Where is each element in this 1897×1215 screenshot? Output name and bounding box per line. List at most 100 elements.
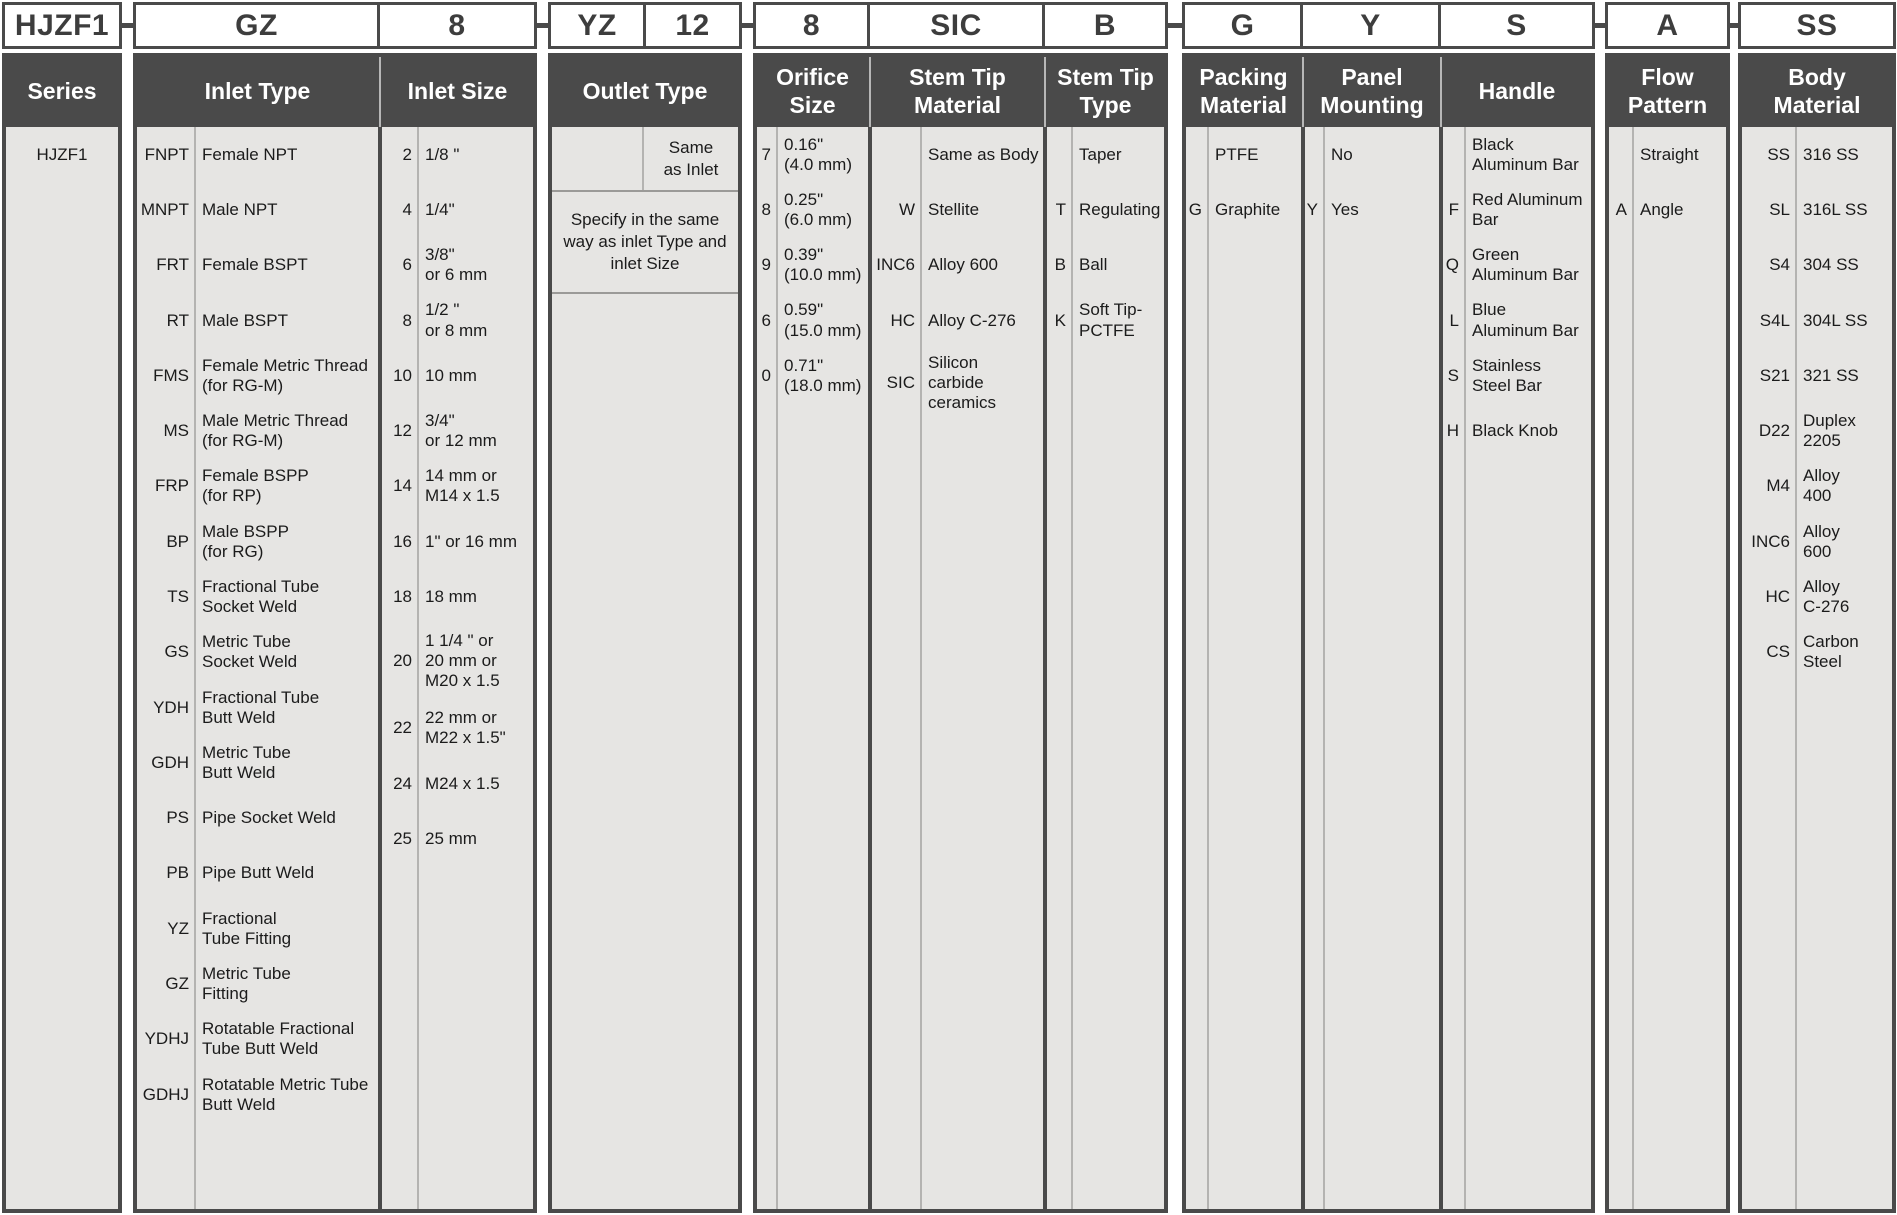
table-row: 20 1 1/4 " or 20 mm or M20 x 1.5: [382, 625, 533, 698]
option-code: H: [1446, 421, 1459, 441]
option-description: Taper: [1079, 144, 1122, 164]
column-divider: [378, 57, 382, 1209]
flow-pattern-table: Flow Pattern Straight A Angle: [1605, 53, 1730, 1213]
table-row: GDH Metric Tube Butt Weld: [137, 735, 378, 790]
header-panel-mounting: Panel Mounting: [1305, 57, 1439, 127]
option-code: GDHJ: [142, 1084, 189, 1104]
table-row: L Blue Aluminum Bar: [1443, 293, 1591, 348]
header-divider: [379, 57, 381, 127]
option-code: YDH: [153, 697, 189, 717]
series-code: HJZF1: [14, 8, 110, 42]
option-code: T: [1055, 199, 1066, 219]
panel-body-material: SS Body Material SS 316 SS SL 316L SS S4 304 …: [1738, 2, 1896, 1213]
option-code: HC: [1765, 587, 1790, 606]
table-row: 2 1/8 ": [382, 127, 533, 182]
panel-flow-pattern: A Flow Pattern Straight A Angle: [1605, 2, 1730, 1213]
option-description: Yes: [1331, 199, 1359, 219]
stem-tip-material-code: SIC: [930, 8, 982, 42]
code-boxes: GZ 8: [133, 2, 537, 49]
option-description: 304L SS: [1803, 310, 1868, 330]
table-row: M4 Alloy 400: [1742, 459, 1892, 514]
option-code: 22: [393, 717, 412, 737]
option-description: PTFE: [1215, 144, 1259, 164]
option-description: Rotatable Fractional Tube Butt Weld: [202, 1019, 355, 1059]
code-box-orifice-size: 8: [753, 2, 870, 49]
option-description: Alloy 600: [1803, 521, 1840, 561]
option-code: GZ: [165, 974, 189, 994]
code-divider: [1207, 127, 1209, 1209]
table-row: YDHJ Rotatable Fractional Tube Butt Weld: [137, 1012, 378, 1067]
table-row: S21 321 SS: [1742, 348, 1892, 403]
table-row: TS Fractional Tube Socket Weld: [137, 569, 378, 624]
table-row: SIC Silicon carbide ceramics: [872, 348, 1043, 418]
inlet-size-code: 8: [448, 8, 466, 42]
option-code: 12: [393, 421, 412, 441]
code-box-body-material: SS: [1738, 2, 1896, 49]
panel-inlet: GZ 8 Inlet Type FNPT Female NPT MNPT Male N…: [133, 2, 537, 1213]
table-row: 18 18 mm: [382, 569, 533, 624]
option-description: 1" or 16 mm: [425, 531, 518, 551]
option-code: S: [1447, 365, 1459, 385]
option-code: A: [1615, 199, 1627, 219]
code-boxes: YZ 12: [548, 2, 742, 49]
code-boxes: A: [1605, 2, 1730, 49]
outlet-type-code: YZ: [577, 8, 617, 42]
table-row: HC Alloy C-276: [1742, 569, 1892, 624]
flow-pattern-options: Straight A Angle: [1609, 127, 1726, 1209]
inlet-size-options: 2 1/8 " 4 1/4" 6 3/8" or 6 mm 8 1/2 " or 8 mm 10…: [382, 127, 533, 1209]
option-code: D22: [1758, 421, 1790, 441]
panel-outlet: YZ 12 Outlet Type Same as Inlet Specify …: [548, 2, 742, 1213]
table-row: Same as Body: [872, 127, 1043, 182]
body-material-options: SS 316 SS SL 316L SS S4 304 SS S4L 304L SS S21 32…: [1742, 127, 1892, 1209]
table-row: S Stainless Steel Bar: [1443, 348, 1591, 403]
outlet-specify-cell: Specify in the same way as inlet Type an…: [563, 209, 727, 274]
code-box-panel-mounting: Y: [1303, 2, 1441, 49]
option-description: Female NPT: [202, 144, 298, 164]
code-box-stem-tip-type: B: [1045, 2, 1168, 49]
option-code: M4: [1766, 476, 1790, 496]
code-divider: [1071, 127, 1073, 1209]
table-row: PS Pipe Socket Weld: [137, 791, 378, 846]
table-row: Y Yes: [1305, 182, 1439, 237]
column-inlet-size: Inlet Size 2 1/8 " 4 1/4" 6 3/8" or 6 mm 8 1/2 …: [382, 57, 533, 1209]
option-code: SL: [1769, 199, 1790, 219]
option-code: K: [1054, 310, 1066, 330]
header-flow-pattern: Flow Pattern: [1609, 57, 1726, 127]
option-code: 18: [393, 587, 412, 606]
table-row: 6 3/8" or 6 mm: [382, 238, 533, 293]
option-code: 24: [393, 773, 412, 793]
column-inlet-type: Inlet Type FNPT Female NPT MNPT Male NPT FRT…: [137, 57, 378, 1209]
table-row: FRP Female BSPP (for RP): [137, 459, 378, 514]
body-material-code: SS: [1796, 8, 1838, 42]
option-code: INC6: [876, 255, 915, 275]
option-description: Stainless Steel Bar: [1472, 355, 1542, 395]
column-stem-tip-type: Stem Tip Type Taper T Regulating B Ball K Soft…: [1047, 57, 1164, 1209]
header-stem-tip-material: Stem Tip Material: [872, 57, 1043, 127]
option-code: 14: [393, 476, 412, 496]
option-code: 0: [761, 365, 771, 385]
table-row: 14 14 mm or M14 x 1.5: [382, 459, 533, 514]
option-description: Fractional Tube Fitting: [202, 908, 292, 948]
code-divider: [417, 127, 419, 1209]
option-description: 3/8" or 6 mm: [425, 245, 488, 285]
table-row: MS Male Metric Thread (for RG-M): [137, 403, 378, 458]
panel-series: HJZF1 Series HJZF1: [2, 2, 122, 1213]
header-series: Series: [6, 57, 118, 127]
option-description: Same as Body: [928, 144, 1039, 164]
table-row: GS Metric Tube Socket Weld: [137, 625, 378, 680]
option-description: HJZF1: [36, 144, 88, 164]
column-panel-mounting: Panel Mounting No Y Yes: [1305, 57, 1439, 1209]
option-code: YZ: [167, 918, 189, 938]
option-description: 1/2 " or 8 mm: [425, 300, 488, 340]
option-code: GS: [164, 642, 189, 662]
row-divider: [552, 292, 738, 294]
table-row: RT Male BSPT: [137, 293, 378, 348]
inlet-type-code: GZ: [235, 8, 278, 42]
column-divider: [868, 57, 872, 1209]
table-row: D22 Duplex 2205: [1742, 403, 1892, 458]
option-description: Metric Tube Socket Weld: [202, 632, 298, 672]
table-row: Straight: [1609, 127, 1726, 182]
option-code: S4L: [1759, 310, 1790, 330]
option-description: Stellite: [928, 199, 980, 219]
option-code: SIC: [886, 373, 915, 393]
